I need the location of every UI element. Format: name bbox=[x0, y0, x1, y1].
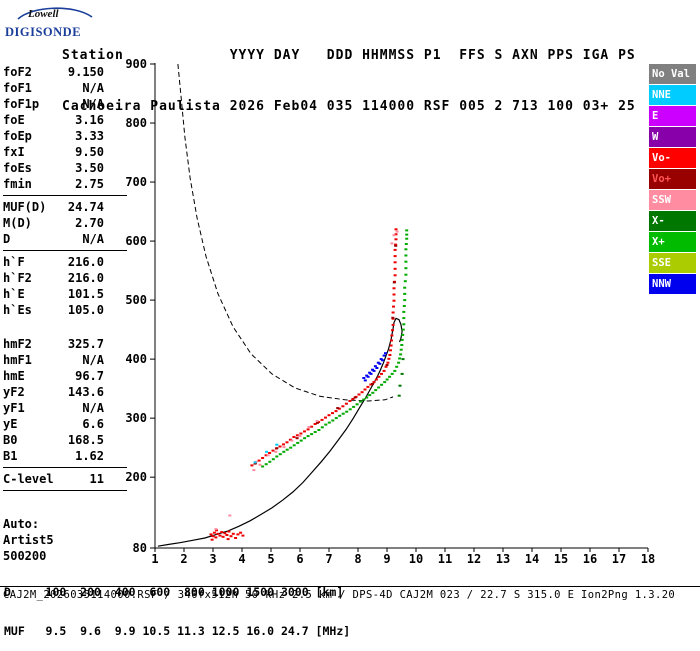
panel-separator bbox=[3, 195, 127, 196]
param-foEp: foEp 3.33 bbox=[3, 129, 104, 143]
param-yF2: yF2 143.6 bbox=[3, 385, 104, 399]
legend-item-x-: X- bbox=[649, 211, 696, 231]
panel-separator bbox=[3, 250, 127, 251]
param-foEs: foEs 3.50 bbox=[3, 161, 104, 175]
panel-gap bbox=[3, 494, 129, 516]
param-MUF(D): MUF(D) 24.74 bbox=[3, 200, 104, 214]
logo-digisonde-text: DIGISONDE bbox=[5, 25, 82, 39]
svg-text:13: 13 bbox=[496, 552, 510, 566]
footer-divider bbox=[0, 586, 700, 587]
parameter-panel: foF2 9.150 foF1 N/A foF1p N/A foE 3.16 foEp 3.33 f… bbox=[3, 64, 129, 564]
panel-note: Artist5 bbox=[3, 533, 54, 547]
legend-item-ssw: SSW bbox=[649, 190, 696, 210]
svg-text:14: 14 bbox=[525, 552, 539, 566]
panel-gap bbox=[3, 318, 129, 336]
legend-item-vo+: Vo+ bbox=[649, 169, 696, 189]
trace-X-mode-doppler bbox=[397, 358, 405, 397]
bottomside-profile-line bbox=[157, 317, 403, 547]
param-B1: B1 1.62 bbox=[3, 449, 104, 463]
lowell-digisonde-logo: Lowell DIGISONDE bbox=[2, 2, 102, 44]
svg-text:18: 18 bbox=[641, 552, 655, 566]
panel-note: Auto: bbox=[3, 517, 40, 531]
muf-distance-table: D 100 200 400 600 800 1000 1500 3000 [km… bbox=[4, 560, 350, 651]
param-h`F2: h`F2 216.0 bbox=[3, 271, 104, 285]
svg-text:17: 17 bbox=[612, 552, 626, 566]
svg-text:80: 80 bbox=[133, 541, 147, 555]
legend-item-nne: NNE bbox=[649, 85, 696, 105]
trace-F-region-O-mode bbox=[250, 228, 398, 467]
legend-item-nnw: NNW bbox=[649, 274, 696, 294]
param-h`Es: h`Es 105.0 bbox=[3, 303, 104, 317]
trace-F-region-X-mode bbox=[261, 229, 409, 468]
echo-direction-legend: No Val NNE E W Vo- Vo+ SSW X- X+ SSE NNW bbox=[649, 64, 696, 295]
param-hmE: hmE 96.7 bbox=[3, 369, 104, 383]
param-yE: yE 6.6 bbox=[3, 417, 104, 431]
param-hmF2: hmF2 325.7 bbox=[3, 337, 104, 351]
panel-note: 500200 bbox=[3, 549, 47, 563]
trace-oblique-NNE bbox=[253, 443, 279, 464]
param-C-level: C-level 11 bbox=[3, 472, 104, 486]
legend-item-vo-: Vo- bbox=[649, 148, 696, 168]
param-fxI: fxI 9.50 bbox=[3, 145, 104, 159]
legend-item-sse: SSE bbox=[649, 253, 696, 273]
logo-lowell-text: Lowell bbox=[28, 8, 59, 20]
status-line: CAJ2M_2026035114000.RSF / 340fx512h 50 k… bbox=[3, 589, 676, 601]
header-column-titles: Station YYYY DAY DDD HHMMSS P1 FFS S AXN… bbox=[62, 48, 636, 63]
svg-text:9: 9 bbox=[383, 552, 390, 566]
panel-separator bbox=[3, 490, 127, 491]
header-block: Station YYYY DAY DDD HHMMSS P1 FFS S AXN… bbox=[62, 13, 636, 132]
legend-item-w: W bbox=[649, 127, 696, 147]
svg-text:8: 8 bbox=[354, 552, 361, 566]
logo-orbit-arc-icon bbox=[17, 7, 93, 20]
param-foE: foE 3.16 bbox=[3, 113, 104, 127]
param-foF1p: foF1p N/A bbox=[3, 97, 104, 111]
svg-text:10: 10 bbox=[409, 552, 423, 566]
param-h`E: h`E 101.5 bbox=[3, 287, 104, 301]
param-B0: B0 168.5 bbox=[3, 433, 104, 447]
distance-row: D 100 200 400 600 800 1000 1500 3000 [km… bbox=[4, 585, 344, 599]
legend-item-e: E bbox=[649, 106, 696, 126]
muf-row: MUF 9.5 9.6 9.9 10.5 11.3 12.5 16.0 24.7… bbox=[4, 624, 351, 638]
legend-item-no-val: No Val bbox=[649, 64, 696, 84]
param-fmin: fmin 2.75 bbox=[3, 177, 104, 191]
header-station-values: Cachoeira Paulista 2026 Feb04 035 114000… bbox=[62, 99, 636, 114]
svg-text:16: 16 bbox=[583, 552, 597, 566]
param-yF1: yF1 N/A bbox=[3, 401, 104, 415]
param-h`F: h`F 216.0 bbox=[3, 255, 104, 269]
trace-E-region-echo bbox=[209, 529, 245, 541]
svg-text:12: 12 bbox=[467, 552, 481, 566]
trace-oblique-NNW bbox=[362, 352, 387, 382]
legend-item-x+: X+ bbox=[649, 232, 696, 252]
param-M(D): M(D) 2.70 bbox=[3, 216, 104, 230]
trace-oblique-SSW bbox=[214, 230, 399, 531]
trace-F-region-O-mode-doppler bbox=[253, 244, 398, 465]
panel-separator bbox=[3, 467, 127, 468]
param-hmF1: hmF1 N/A bbox=[3, 353, 104, 367]
param-D: D N/A bbox=[3, 232, 104, 246]
param-foF1: foF1 N/A bbox=[3, 81, 104, 95]
svg-text:11: 11 bbox=[438, 552, 452, 566]
svg-text:15: 15 bbox=[554, 552, 568, 566]
param-foF2: foF2 9.150 bbox=[3, 65, 104, 79]
